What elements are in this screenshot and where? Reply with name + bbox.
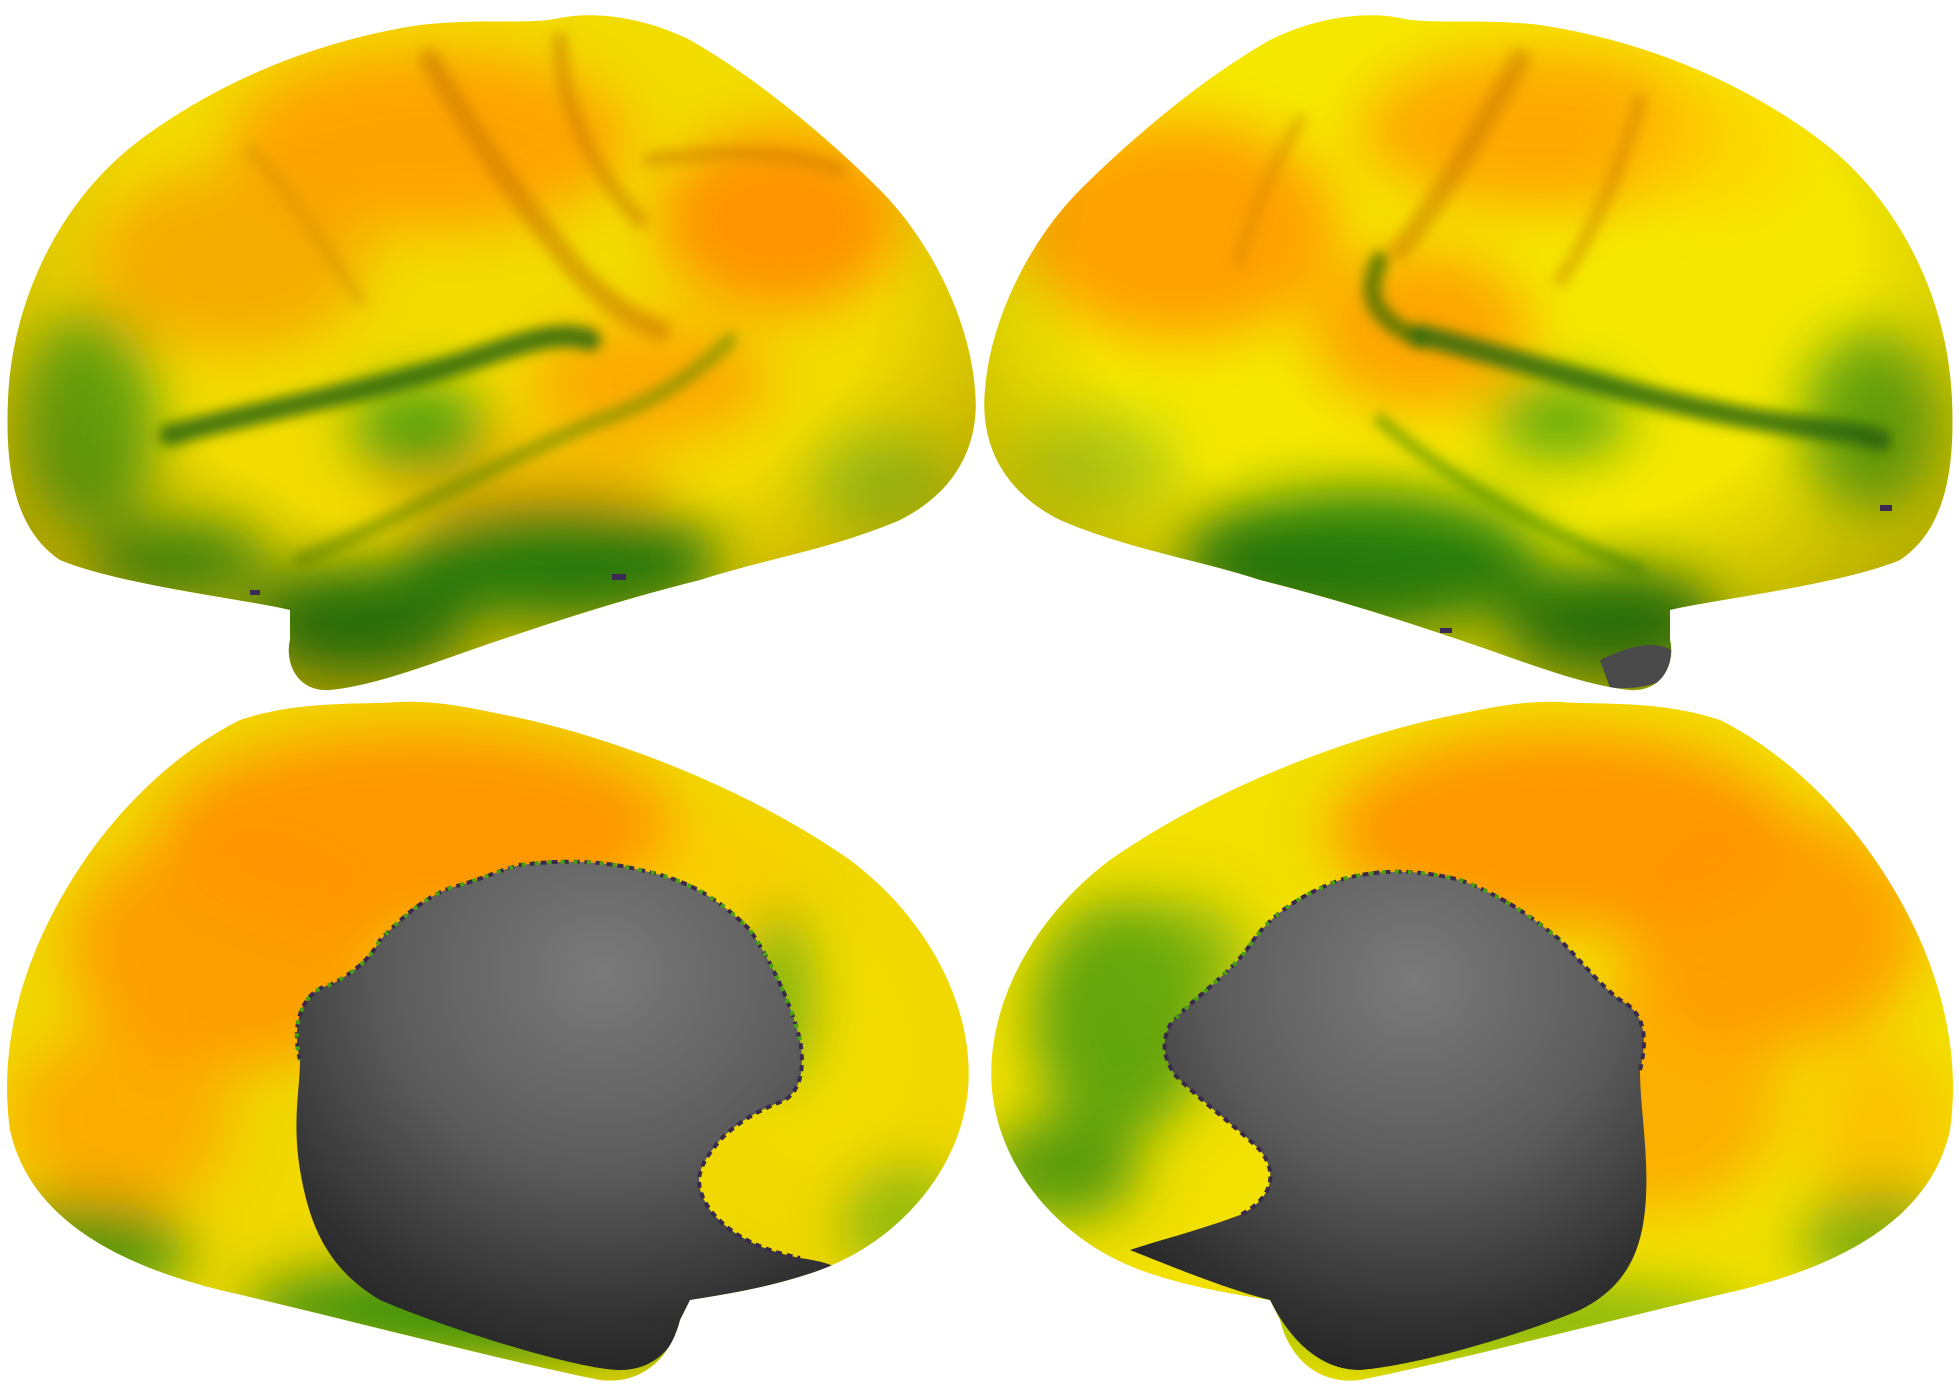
- medial-wall-left: [296, 861, 850, 1370]
- medial-wall-right: [1130, 871, 1647, 1370]
- panel-right-lateral: [984, 15, 1953, 691]
- panel-right-medial: [991, 701, 1953, 1381]
- panel-left-medial: [7, 701, 969, 1381]
- panel-left-lateral: [7, 15, 976, 691]
